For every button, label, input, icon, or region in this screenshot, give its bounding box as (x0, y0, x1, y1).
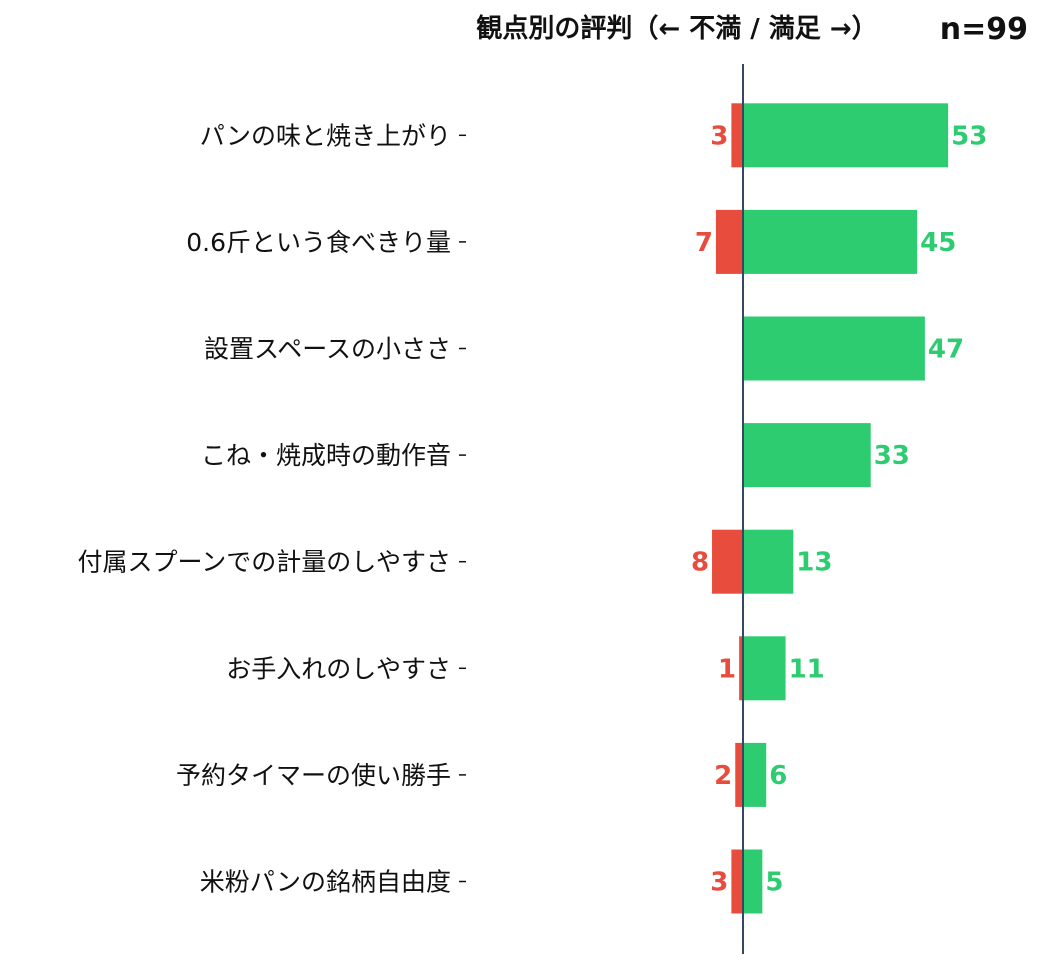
satisfied-value-label: 5 (765, 868, 783, 898)
dissatisfied-bar (739, 636, 743, 701)
dissatisfied-value-label: 3 (710, 121, 728, 151)
satisfied-bar (743, 423, 871, 488)
satisfied-value-label: 53 (951, 121, 987, 151)
dissatisfied-bar (715, 209, 743, 274)
satisfied-bar (743, 742, 767, 807)
category-label: 予約タイマーの使い勝手 (176, 761, 451, 790)
dissatisfied-value-label: 8 (691, 548, 709, 578)
satisfied-value-label: 47 (928, 335, 964, 365)
satisfied-value-label: 13 (796, 548, 832, 578)
dissatisfied-bar (731, 103, 743, 168)
satisfied-bar (743, 209, 918, 274)
dissatisfied-bar (712, 529, 743, 594)
dissatisfied-bar (731, 849, 743, 914)
dissatisfied-value-label: 7 (695, 228, 713, 258)
satisfied-value-label: 45 (920, 228, 956, 258)
sample-size-label: n=99 (940, 12, 1028, 47)
satisfied-value-label: 6 (769, 761, 787, 791)
dissatisfied-bar (735, 742, 743, 807)
satisfied-bar (743, 103, 949, 168)
chart-title: 観点別の評判（← 不満 / 満足 →） (476, 13, 877, 44)
category-label: こね・焼成時の動作音 (201, 441, 451, 470)
dissatisfied-value-label: 3 (710, 868, 728, 898)
satisfied-bar (743, 316, 925, 381)
satisfied-bar (743, 636, 786, 701)
category-label: お手入れのしやすさ (226, 654, 451, 683)
category-label: 付属スプーンでの計量のしやすさ (77, 548, 451, 577)
category-label: パンの味と焼き上がり (200, 121, 451, 150)
satisfied-bar (743, 849, 763, 914)
dissatisfied-value-label: 2 (714, 761, 732, 791)
satisfied-value-label: 11 (789, 654, 825, 684)
category-label: 設置スペースの小ささ (204, 335, 451, 364)
dissatisfied-value-label: 1 (718, 654, 736, 684)
satisfied-value-label: 33 (874, 441, 910, 471)
satisfied-bar (743, 529, 794, 594)
category-label: 0.6斤という食べきり量 (186, 228, 451, 257)
category-label: 米粉パンの銘柄自由度 (200, 868, 451, 897)
